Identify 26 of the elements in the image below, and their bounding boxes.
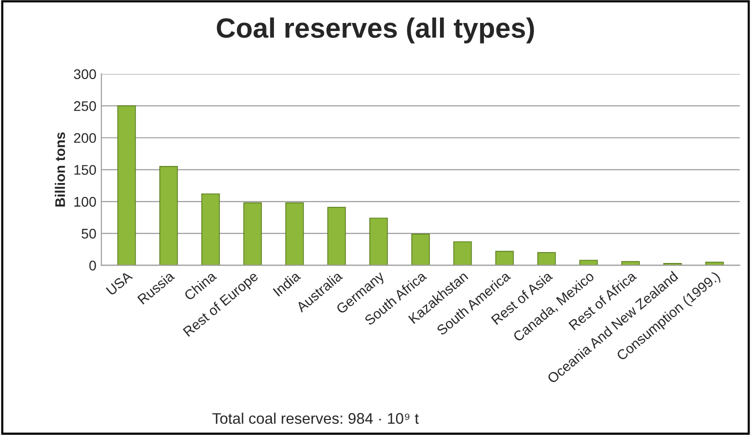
x-tick-label: India [272, 270, 302, 297]
y-tick-label: 100 [74, 196, 96, 207]
y-tick-label: 0 [89, 260, 96, 271]
bar [495, 250, 514, 266]
bar [327, 206, 346, 266]
bar [201, 193, 220, 266]
text: Total coal reserves: 984 · 10⁹ t [212, 412, 419, 424]
bar [285, 202, 304, 266]
bar [621, 261, 640, 266]
x-tick-label: USA [106, 270, 134, 296]
y-tick-label: 50 [82, 228, 96, 239]
bar [117, 105, 136, 266]
chart-title: Coal reserves (all types) [216, 18, 534, 44]
y-tick-label: 200 [74, 133, 96, 143]
y-axis-title: Billion tons [54, 132, 66, 207]
y-tick-label: 250 [74, 101, 96, 112]
bar [453, 241, 472, 266]
bar [369, 218, 388, 266]
y-tick-label: 300 [74, 69, 96, 80]
bar [159, 166, 178, 266]
bar [243, 202, 262, 266]
y-tick-label: 150 [74, 164, 96, 175]
bar [579, 260, 598, 266]
bar [411, 234, 430, 266]
bar [537, 252, 556, 266]
bar [705, 262, 724, 266]
